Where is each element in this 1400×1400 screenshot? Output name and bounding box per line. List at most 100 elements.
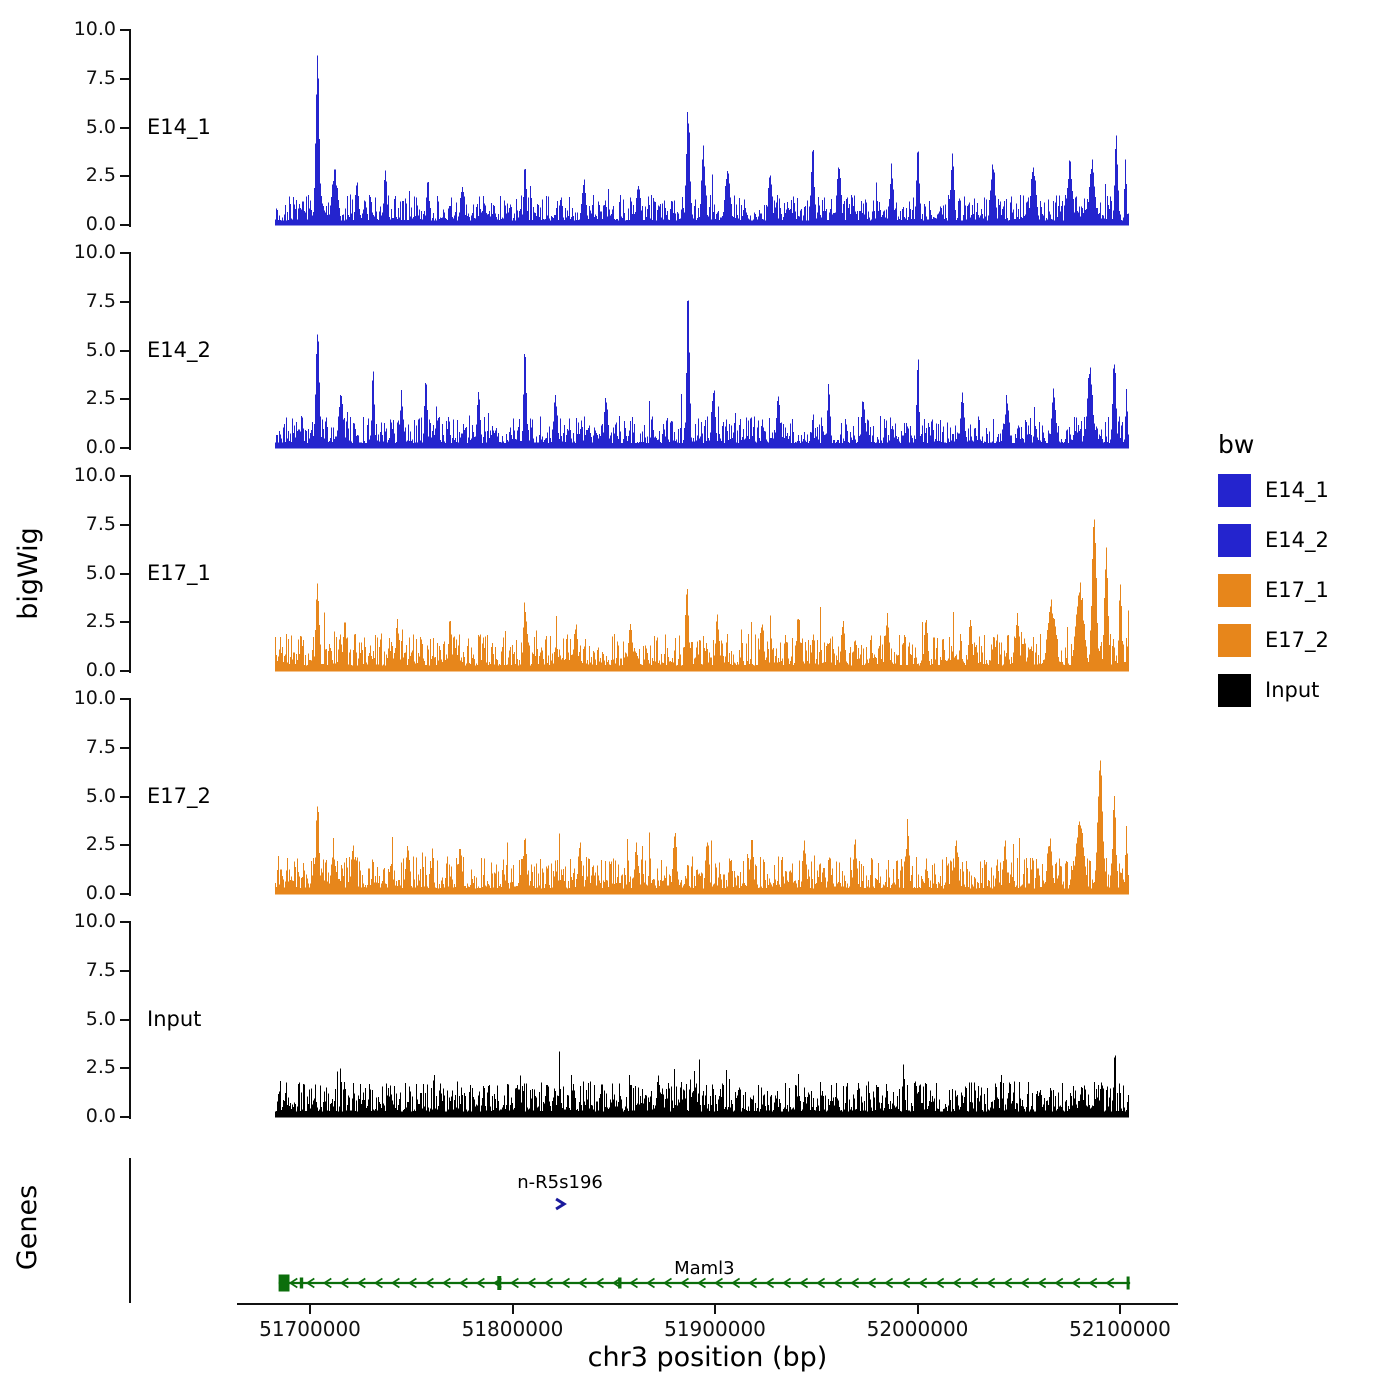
y-tick-label: 0.0 — [85, 1105, 116, 1127]
legend-label-E14_2: E14_2 — [1265, 528, 1329, 552]
y-tick — [120, 300, 129, 303]
y-tick — [120, 398, 129, 401]
x-tick — [916, 1305, 919, 1314]
y-tick-label: 10.0 — [73, 687, 116, 709]
y-tick-label: 2.5 — [85, 833, 116, 856]
legend-swatch-Input — [1218, 674, 1251, 707]
genes-graphics — [278, 1197, 1131, 1292]
signal-E14_1 — [275, 55, 1129, 226]
y-tick — [120, 77, 129, 80]
y-tick-label: 10.0 — [73, 464, 116, 486]
y-tick-label: 5.0 — [85, 561, 116, 584]
y-tick-label: 10.0 — [73, 910, 116, 932]
y-tick — [120, 670, 129, 672]
y-tick — [120, 572, 129, 575]
track-panel-Input: 10.0 7.5 5.0 2.5 0.0 Input — [0, 910, 1400, 1127]
y-tick — [120, 523, 129, 526]
y-tick — [120, 969, 129, 972]
x-axis-line — [237, 1303, 1178, 1305]
y-axis-line — [129, 252, 131, 450]
legend-title: bw — [1218, 430, 1255, 459]
y-tick-label: 0.0 — [85, 213, 116, 235]
y-tick — [120, 746, 129, 749]
y-tick — [120, 447, 129, 449]
x-tick-label: 51900000 — [664, 1317, 766, 1341]
signal-E14_2 — [275, 300, 1129, 449]
legend-label-E17_2: E17_2 — [1265, 628, 1329, 652]
y-tick — [120, 893, 129, 895]
legend-swatch-E14_2 — [1218, 524, 1251, 557]
y-axis-line — [129, 921, 131, 1119]
y-tick — [120, 844, 129, 847]
y-tick-label: 0.0 — [85, 659, 116, 681]
gene-label-Maml3: Maml3 — [674, 1258, 735, 1279]
y-tick-label: 5.0 — [85, 1007, 116, 1030]
signal-Input — [275, 1051, 1129, 1118]
y-tick-label: 7.5 — [85, 735, 116, 758]
y-tick — [120, 475, 129, 477]
gene-exon — [278, 1274, 290, 1292]
legend-swatch-E17_2 — [1218, 624, 1251, 657]
y-tick-label: 0.0 — [85, 882, 116, 904]
y-tick — [120, 1116, 129, 1118]
y-tick — [120, 252, 129, 254]
x-tick-label: 52000000 — [866, 1317, 969, 1341]
signal-E17_2 — [275, 760, 1129, 895]
genes-axis-line — [129, 1158, 131, 1303]
y-tick-label: 2.5 — [85, 387, 116, 410]
genes-axis-title-wrap: Genes — [6, 1150, 50, 1305]
signal-path — [275, 519, 1129, 672]
y-tick-label: 7.5 — [85, 958, 116, 981]
legend-label-E14_1: E14_1 — [1265, 478, 1329, 502]
y-tick — [120, 1067, 129, 1070]
legend-label-E17_1: E17_1 — [1265, 578, 1329, 602]
y-tick — [120, 224, 129, 226]
track-panel-E17_1: 10.0 7.5 5.0 2.5 0.0 E17_1 — [0, 464, 1400, 681]
signal-path — [275, 300, 1129, 449]
y-tick — [120, 349, 129, 352]
legend-swatch-E17_1 — [1218, 574, 1251, 607]
x-tick-label: 51700000 — [259, 1317, 361, 1341]
y-tick — [120, 621, 129, 624]
y-tick-label: 5.0 — [85, 338, 116, 361]
gene-arrow-n-R5s196 — [555, 1197, 567, 1211]
y-tick-label: 0.0 — [85, 436, 116, 458]
y-tick — [120, 921, 129, 923]
track-label-E17_1: E17_1 — [147, 561, 211, 585]
y-tick — [120, 175, 129, 178]
track-panel-E14_2: 10.0 7.5 5.0 2.5 0.0 E14_2 — [0, 241, 1400, 458]
x-tick — [714, 1305, 716, 1314]
x-tick — [309, 1305, 311, 1314]
y-tick-label: 10.0 — [73, 241, 116, 263]
y-tick-label: 2.5 — [85, 1056, 116, 1079]
y-tick-label: 5.0 — [85, 784, 116, 807]
y-tick-label: 5.0 — [85, 115, 116, 138]
signal-E17_1 — [275, 519, 1129, 672]
track-label-Input: Input — [147, 1007, 202, 1031]
gene-strand-arrows — [288, 1277, 1115, 1289]
x-tick — [1119, 1305, 1121, 1314]
gene-exon — [497, 1276, 502, 1290]
y-tick-label: 2.5 — [85, 164, 116, 187]
genes-axis-title: Genes — [12, 1184, 44, 1271]
y-tick — [120, 795, 129, 798]
y-axis-line — [129, 698, 131, 896]
y-axis-line — [129, 475, 131, 673]
gene-exon — [618, 1277, 622, 1289]
y-tick — [120, 698, 129, 700]
y-tick-label: 7.5 — [85, 289, 116, 312]
gene-exon — [299, 1277, 304, 1289]
signal-path — [275, 55, 1129, 226]
y-axis-line — [129, 29, 131, 227]
y-tick-label: 7.5 — [85, 66, 116, 89]
x-tick — [511, 1305, 514, 1314]
y-tick-label: 7.5 — [85, 512, 116, 535]
gene-exon — [1126, 1276, 1130, 1290]
y-tick — [120, 1018, 129, 1021]
gene-label-n-R5s196: n-R5s196 — [517, 1172, 603, 1193]
y-tick-label: 10.0 — [73, 18, 116, 40]
track-label-E14_2: E14_2 — [147, 338, 211, 362]
track-panel-E14_1: 10.0 7.5 5.0 2.5 0.0 E14_1 — [0, 18, 1400, 235]
legend-label-Input: Input — [1265, 678, 1320, 702]
